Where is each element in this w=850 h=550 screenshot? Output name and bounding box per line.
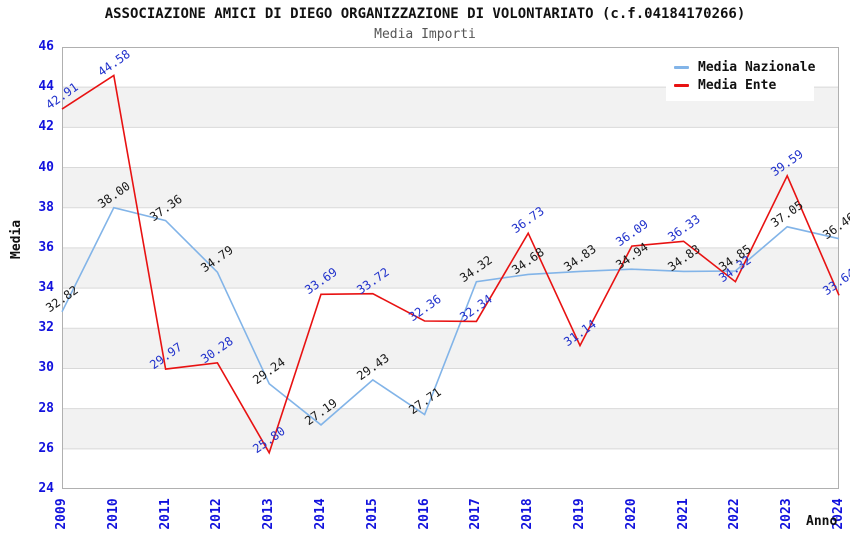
legend-item-media-ente: Media Ente	[674, 78, 808, 93]
plot-band	[62, 127, 839, 168]
x-tick-label: 2017	[468, 498, 484, 530]
x-tick-label: 2015	[364, 498, 380, 530]
x-tick-label: 2013	[261, 498, 277, 530]
x-tick-label: 2018	[520, 498, 536, 530]
y-tick-label: 24	[38, 481, 54, 496]
plot-border	[62, 47, 839, 489]
media-nazionale-line-swatch-icon	[674, 66, 689, 69]
plot-band	[62, 368, 839, 409]
media-ente-line-swatch-icon	[674, 84, 689, 87]
y-tick-label: 34	[38, 280, 54, 296]
y-tick-label: 46	[38, 39, 54, 54]
x-axis-title: Anno	[806, 514, 838, 529]
legend-label-media-nazionale: Media Nazionale	[698, 60, 816, 75]
plot-band	[62, 207, 839, 248]
y-tick-label: 40	[38, 159, 54, 175]
series-line-0	[61, 206, 840, 426]
x-tick-label: 2021	[675, 498, 691, 530]
plot-band	[62, 408, 839, 449]
x-tick-label: 2012	[209, 498, 225, 530]
x-tick-label: 2019	[572, 498, 587, 530]
x-tick-label: 2020	[623, 498, 639, 530]
chart-title: ASSOCIAZIONE AMICI DI DIEGO ORGANIZZAZIO…	[104, 6, 746, 22]
y-tick-label: 26	[38, 440, 54, 456]
y-tick-label: 30	[38, 360, 54, 376]
legend-item-media-nazionale: Media Nazionale	[674, 60, 815, 75]
x-tick-label: 2014	[313, 498, 328, 530]
plot-band	[62, 448, 839, 489]
chart-subtitle: Media Importi	[374, 27, 476, 42]
legend-label-media-ente: Media Ente	[698, 78, 777, 93]
y-tick-label: 44	[38, 79, 54, 95]
plot-band	[62, 247, 839, 289]
plot-band	[62, 167, 839, 208]
legend: Media Nazionale Media Ente	[666, 52, 815, 101]
y-tick-label: 36	[38, 239, 54, 255]
x-tick-label: 2022	[727, 498, 743, 530]
plot-band	[62, 288, 839, 329]
x-tick-label: 2023	[779, 498, 795, 530]
x-tick-label: 2009	[54, 498, 69, 530]
y-tick-label: 32	[38, 320, 54, 336]
x-tick-label: 2016	[416, 498, 432, 530]
x-tick-label: 2010	[105, 498, 121, 530]
y-axis-title: Media	[9, 219, 24, 259]
y-tick-label: 42	[38, 119, 54, 135]
x-tick-label: 2011	[157, 498, 173, 530]
y-tick-label: 28	[38, 400, 54, 416]
series-line-1	[61, 74, 840, 455]
y-tick-label: 38	[38, 199, 54, 215]
